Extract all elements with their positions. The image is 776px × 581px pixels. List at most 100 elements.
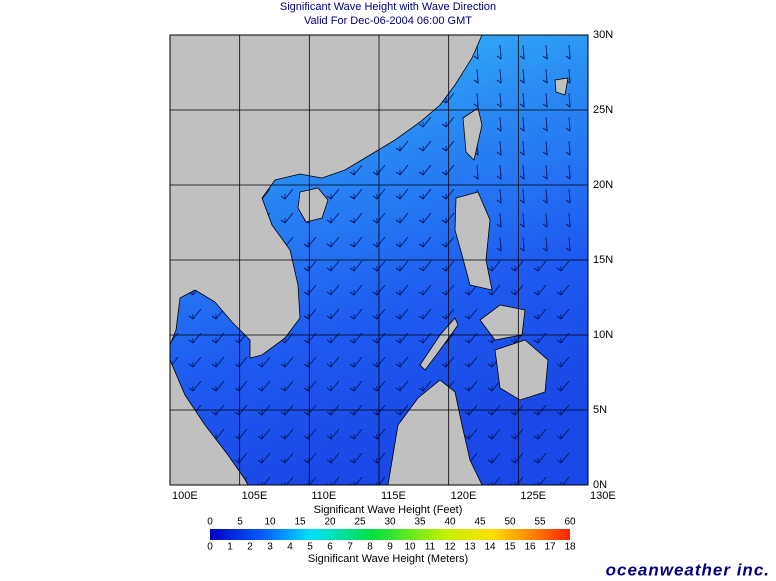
lon-label: 125E [520,490,546,502]
arrow [533,452,547,464]
lat-label: 0N [593,479,607,491]
arrow [188,356,202,368]
map-frame [169,34,589,486]
arrow [326,452,340,464]
meter-label: 16 [524,542,536,553]
arrow [280,476,294,485]
arrow [496,188,502,204]
feet-label: 35 [414,517,426,528]
arrow [542,188,548,204]
arrow [441,116,455,128]
arrow [372,380,386,392]
arrow [441,212,455,224]
arrow [372,212,386,224]
arrow [487,476,501,485]
feet-label: 50 [504,517,516,528]
arrow [349,260,363,272]
arrow [326,428,340,440]
arrow [510,284,524,296]
arrow [487,452,501,464]
arrow [441,236,455,248]
arrow [533,284,547,296]
arrow [234,356,248,368]
arrow [510,476,524,485]
arrow [188,308,202,320]
arrow [257,428,271,440]
arrow [418,212,432,224]
arrow [496,44,502,60]
arrow [473,68,479,84]
arrow [441,164,455,176]
arrow [211,380,225,392]
meter-label: 0 [207,542,213,553]
arrow [496,164,502,180]
arrow [326,260,340,272]
lat-label: 10N [593,329,613,341]
feet-label: 45 [474,517,486,528]
arrow [565,188,571,204]
arrow [565,140,571,156]
arrow [533,308,547,320]
lon-label: 100E [172,490,198,502]
arrow [519,164,525,180]
arrow [542,44,548,60]
arrow [326,188,340,200]
arrow [280,380,294,392]
arrow [418,284,432,296]
arrow [556,284,570,296]
arrow [349,428,363,440]
arrow [395,236,409,248]
arrow [487,284,501,296]
arrow [565,164,571,180]
arrow [372,452,386,464]
arrow [542,92,548,108]
arrow [519,188,525,204]
meter-label: 10 [404,542,416,553]
arrow [496,92,502,108]
lon-label: 120E [451,490,477,502]
arrow [496,212,502,228]
arrow [349,212,363,224]
meter-label: 4 [287,542,293,553]
arrow [418,140,432,152]
arrow [418,188,432,200]
arrow [542,140,548,156]
arrow [257,380,271,392]
arrow [349,356,363,368]
arrow [542,68,548,84]
arrow [372,260,386,272]
arrow [349,188,363,200]
arrow [542,116,548,132]
arrow [372,188,386,200]
arrow [418,380,432,392]
meter-label: 5 [307,542,313,553]
arrow [372,356,386,368]
arrow [349,380,363,392]
arrow [519,116,525,132]
arrow [326,308,340,320]
arrow [395,164,409,176]
feet-label: 0 [207,517,213,528]
arrow [519,44,525,60]
arrow [372,284,386,296]
arrow [441,140,455,152]
arrow [565,236,571,252]
feet-label: 40 [444,517,456,528]
meter-label: 8 [367,542,373,553]
feet-label: 20 [324,517,336,528]
arrow [473,164,479,180]
arrow [464,308,478,320]
arrow [496,140,502,156]
lon-label: 130E [590,490,616,502]
arrow [372,164,386,176]
arrow [487,380,501,392]
arrow [188,380,202,392]
arrow [372,476,386,485]
arrow [280,452,294,464]
arrow [326,212,340,224]
graticule [170,35,588,485]
arrow [280,428,294,440]
meter-label: 3 [267,542,273,553]
arrow [372,428,386,440]
arrow [556,380,570,392]
